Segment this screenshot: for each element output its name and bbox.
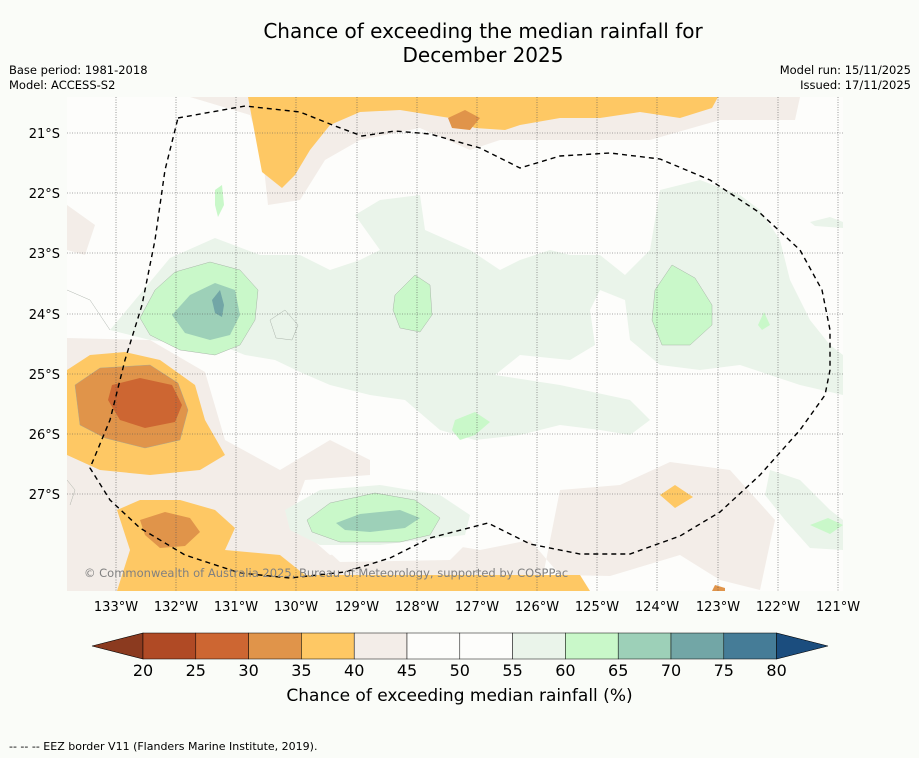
colorbar-segment (195, 632, 249, 660)
lon-label: 131°W (214, 600, 258, 615)
contour-60-east (652, 265, 712, 345)
colorbar-arrow-low (91, 632, 144, 660)
contour-30-south (140, 512, 200, 548)
contour-70-west (212, 290, 224, 317)
contour-60-small-d (810, 518, 843, 534)
title-line-1: Chance of exceeding the median rainfall … (263, 19, 703, 43)
lon-label: 132°W (154, 600, 198, 615)
lat-label: 23°S (29, 247, 60, 262)
lon-label: 121°W (816, 600, 860, 615)
colorbar-tick-label: 30 (238, 661, 258, 680)
contour-35-north (248, 97, 718, 188)
colorbar-segment (670, 632, 725, 660)
issued-date: Issued: 17/11/2025 (800, 78, 911, 92)
lon-label: 126°W (515, 600, 559, 615)
model-info: Base period: 1981-2018 Model: ACCESS-S2 (9, 63, 148, 93)
probability-contours (67, 97, 843, 591)
colorbar-tick-label: 60 (555, 661, 575, 680)
lat-label: 22°S (29, 187, 60, 202)
colorbar-tick-label: 50 (450, 661, 470, 680)
colorbar-label: Chance of exceeding median rainfall (%) (286, 686, 633, 706)
contour-60-small-c (758, 312, 770, 330)
base-period: Base period: 1981-2018 (9, 63, 148, 77)
colorbar-segment (512, 632, 566, 660)
colorbar-tick-label: 55 (502, 661, 522, 680)
colorbar (91, 632, 829, 660)
contour-35-south (117, 500, 590, 591)
lon-label: 128°W (395, 600, 439, 615)
contour-55-main (110, 180, 843, 440)
contour-65-west (172, 283, 240, 340)
eez-border (89, 105, 831, 579)
lat-label: 21°S (29, 127, 60, 142)
colorbar-segment (723, 632, 777, 660)
colorbar-tick-label: 75 (714, 661, 734, 680)
colorbar-segment (565, 632, 619, 660)
lon-label: 125°W (575, 600, 619, 615)
lon-label: 122°W (756, 600, 800, 615)
colorbar-segment (301, 632, 355, 660)
colorbar-segment (406, 632, 461, 660)
colorbar-segment (353, 632, 408, 660)
contour-45-north (190, 97, 800, 205)
contour-25-west (108, 378, 182, 428)
lat-label: 25°S (29, 368, 60, 383)
map-title: Chance of exceeding the median rainfall … (0, 19, 919, 67)
colorbar-segment (248, 632, 302, 660)
model-name: Model: ACCESS-S2 (9, 78, 116, 92)
contour-45-southwest (67, 338, 775, 591)
title-line-2: December 2025 (402, 43, 564, 67)
colorbar-tick-label: 65 (608, 661, 628, 680)
lon-label: 129°W (335, 600, 379, 615)
latitude-labels: 21°S 22°S 23°S 24°S 25°S 26°S 27°S (29, 127, 60, 503)
copyright-text: © Commonwealth of Australia 2025, Bureau… (84, 566, 568, 580)
colorbar-tick-label: 25 (186, 661, 206, 680)
contour-35-east (660, 485, 693, 508)
colorbar-segment (617, 632, 672, 660)
lat-label: 27°S (29, 488, 60, 503)
colorbar-tick-label: 45 (397, 661, 417, 680)
lat-label: 26°S (29, 428, 60, 443)
colorbar-tick-label: 35 (291, 661, 311, 680)
colorbar-arrow-high (776, 632, 829, 660)
contour-lines (67, 261, 713, 543)
lat-label: 24°S (29, 308, 60, 323)
colorbar-segment (142, 632, 197, 660)
colorbar-ticks: 20 25 30 35 40 45 50 55 60 65 70 75 80 (133, 661, 787, 680)
colorbar-tick-label: 70 (661, 661, 681, 680)
lon-label: 123°W (696, 600, 740, 615)
contour-30-north (448, 110, 480, 130)
contour-55-northeast (810, 217, 843, 228)
colorbar-segment (459, 632, 513, 660)
lon-label: 127°W (455, 600, 499, 615)
model-run: Model run: 15/11/2025 (779, 63, 911, 77)
colorbar-tick-label: 80 (766, 661, 786, 680)
lon-label: 124°W (635, 600, 679, 615)
lon-label: 130°W (274, 600, 318, 615)
longitude-labels: 133°W 132°W 131°W 130°W 129°W 128°W 127°W 126°W… (94, 600, 860, 615)
contour-60-center (393, 275, 432, 332)
lon-label: 133°W (94, 600, 138, 615)
contour-45-west (67, 205, 95, 255)
eez-footnote: -- -- -- EEZ border V11 (Flanders Marine… (9, 740, 318, 753)
contour-60-small-a (452, 412, 490, 440)
colorbar-tick-label: 40 (344, 661, 364, 680)
colorbar-tick-label: 20 (133, 661, 153, 680)
graticule (67, 97, 843, 591)
run-info: Model run: 15/11/2025 Issued: 17/11/2025 (780, 63, 911, 93)
contour-30-southedge (712, 585, 725, 591)
